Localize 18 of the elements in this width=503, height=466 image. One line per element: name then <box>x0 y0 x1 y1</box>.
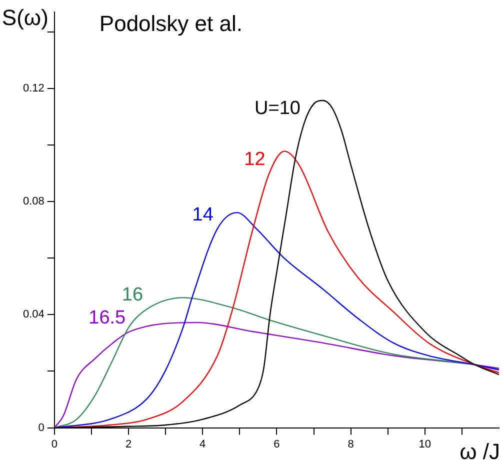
x-tick-label: 8 <box>348 438 354 450</box>
y-tick-label: 0 <box>38 422 44 434</box>
chart-title: Podolsky et al. <box>99 11 242 36</box>
series-label: 14 <box>192 204 214 226</box>
x-tick-label: 0 <box>51 438 58 450</box>
x-tick-label: 10 <box>418 438 432 450</box>
x-axis-title: ω /J <box>460 439 500 464</box>
x-tick-label: 2 <box>125 438 132 450</box>
series-label: 12 <box>244 148 266 170</box>
series-label: U=10 <box>254 98 300 120</box>
x-tick-label: 4 <box>200 438 206 450</box>
y-tick-label: 0.04 <box>22 308 44 321</box>
series-label: 16 <box>122 284 144 306</box>
x-tick-label: 6 <box>274 438 280 450</box>
y-tick-label: 0.12 <box>22 82 44 94</box>
series-label: 16.5 <box>88 307 126 328</box>
y-axis-title: S(ω) <box>2 5 48 30</box>
y-tick-label: 0.08 <box>22 196 44 208</box>
